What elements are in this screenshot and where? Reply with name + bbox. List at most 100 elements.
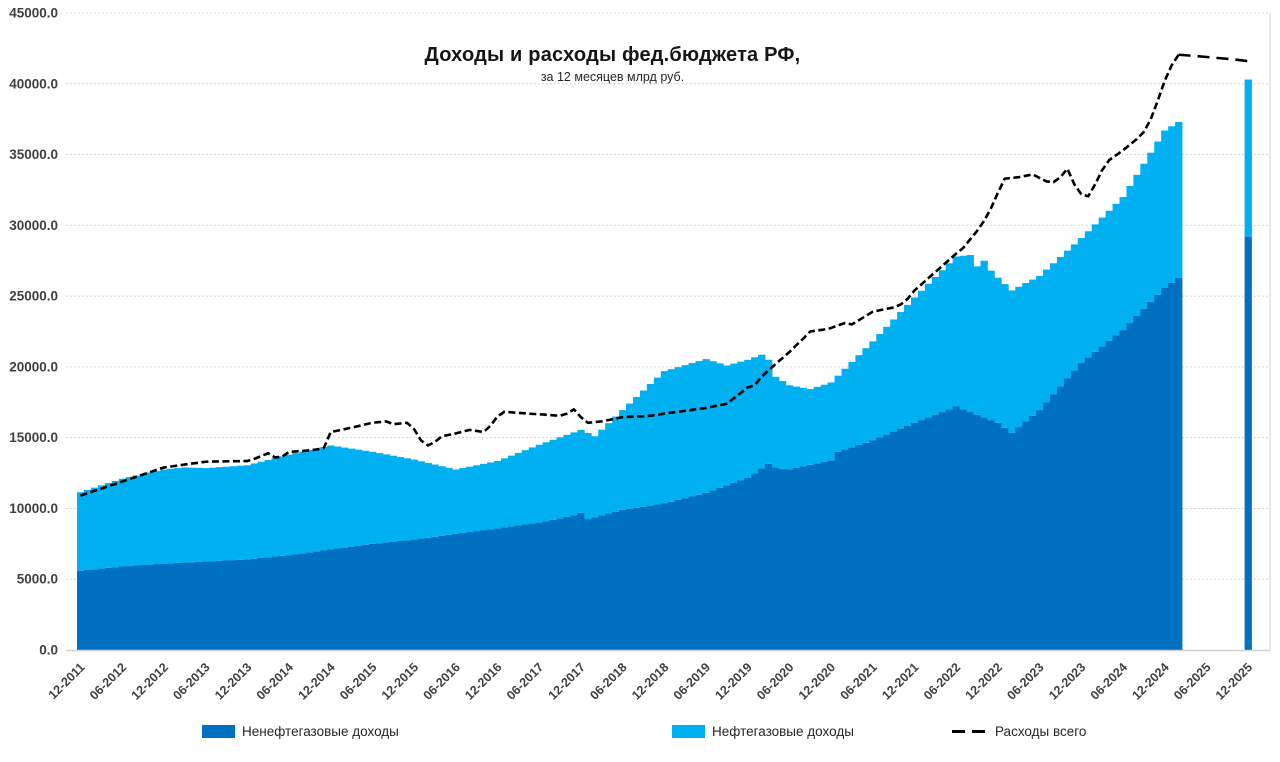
bar-segment-nonoil [667, 501, 676, 650]
bar-segment-oil [125, 477, 133, 567]
bar-segment-oil [216, 467, 224, 561]
bar-segment-oil [1140, 163, 1148, 309]
bar-segment-oil [869, 341, 877, 441]
bar-segment-nonoil [83, 570, 92, 650]
x-tick-label: 06-2016 [421, 660, 463, 702]
bar-segment-oil [299, 451, 307, 554]
bar-segment-nonoil [952, 406, 960, 650]
bar-segment-oil [264, 459, 272, 558]
bar-segment-oil [1077, 238, 1086, 363]
y-tick-label: 30000.0 [9, 218, 58, 233]
y-tick-label: 0.0 [39, 643, 58, 658]
bar-segment-nonoil [1077, 362, 1086, 650]
bar-segment-oil [598, 429, 606, 516]
bar-segment-oil [90, 487, 99, 570]
bar-segment-oil [104, 483, 113, 568]
bar-segment-nonoil [452, 533, 460, 650]
bar-segment-nonoil [348, 546, 356, 650]
bar-segment-nonoil [556, 518, 564, 650]
bar-segment-oil [1175, 122, 1183, 278]
bar-segment-nonoil [487, 529, 495, 650]
bar-segment-nonoil [959, 409, 967, 650]
bar-segment-oil [772, 376, 780, 468]
bar-segment-nonoil [334, 548, 342, 650]
bar-segment-nonoil [320, 550, 328, 650]
bar-segment-oil [876, 334, 884, 438]
bar-segment-nonoil [987, 420, 995, 650]
bar-segment-oil [1015, 286, 1023, 428]
bar-segment-nonoil [118, 566, 126, 650]
bar-segment-oil [709, 361, 717, 491]
x-tick-label: 12-2013 [212, 660, 254, 702]
bar-segment-nonoil [299, 553, 307, 650]
bar-segment-oil [931, 277, 940, 415]
bar-segment-nonoil [97, 568, 106, 650]
bar-segment-nonoil [542, 521, 550, 650]
bar-segment-nonoil [341, 547, 349, 650]
bar-segment-nonoil [633, 507, 641, 650]
bar-segment-oil [653, 377, 662, 505]
bar-segment-nonoil [528, 523, 537, 650]
bar-segment-nonoil [639, 506, 648, 650]
bar-segment-oil [459, 468, 467, 533]
bar-segment-oil [563, 434, 571, 517]
bar-segment-oil [452, 469, 460, 534]
bar-segment-nonoil [250, 558, 259, 650]
bar-segment-nonoil [375, 543, 384, 650]
bar-segment-oil [507, 455, 516, 527]
bar-segment-oil [702, 359, 710, 493]
bar-segment-nonoil [202, 561, 210, 650]
bar-segment-nonoil [306, 552, 314, 650]
bar-segment-nonoil [1112, 335, 1120, 650]
bar-segment-oil [973, 266, 981, 415]
bar-segment-nonoil [473, 531, 481, 650]
x-tick-label: 12-2017 [546, 660, 588, 702]
bar-segment-nonoil [1175, 277, 1183, 650]
bar-segment-oil [827, 382, 835, 461]
x-tick-label: 06-2012 [87, 660, 129, 702]
bar-segment-nonoil [355, 545, 363, 650]
bar-segment-nonoil [1043, 402, 1051, 650]
bar-segment-oil [695, 361, 703, 495]
bar-segment-nonoil [563, 516, 571, 650]
bar-segment-nonoil [778, 468, 787, 650]
bar-segment-nonoil [702, 492, 710, 650]
bar-segment-oil [883, 326, 891, 435]
bar-segment-oil [987, 270, 995, 421]
bar-segment-nonoil [751, 473, 759, 650]
bar-segment-nonoil [813, 463, 821, 650]
bar-segment-oil [83, 489, 92, 571]
bar-segment-nonoil [361, 544, 370, 650]
bar-segment-nonoil [980, 417, 988, 650]
bar-segment-nonoil [521, 524, 530, 650]
bar-segment-oil [118, 478, 126, 567]
bar-segment-nonoil [292, 554, 300, 650]
bar-segment-nonoil [77, 570, 85, 650]
x-tick-label: 12-2016 [462, 660, 504, 702]
bar-segment-nonoil [1015, 427, 1023, 650]
bar-segment-nonoil [507, 526, 516, 650]
x-tick-label: 12-2020 [796, 660, 838, 702]
bar-segment-oil [188, 467, 196, 563]
bar-segment-oil [160, 469, 168, 564]
bar-segment-oil [806, 389, 815, 465]
bar-segment-oil [341, 447, 349, 548]
bar-segment-nonoil [327, 549, 335, 650]
bar-segment-oil [619, 410, 627, 510]
x-tick-label: 06-2023 [1004, 660, 1046, 702]
bar-segment-nonoil [1022, 421, 1030, 650]
x-tick-label: 12-2021 [879, 660, 921, 702]
x-tick-label: 12-2023 [1046, 660, 1088, 702]
bar-segment-nonoil [681, 498, 689, 650]
bar-segment-nonoil [535, 522, 543, 650]
bar-segment-nonoil [1098, 346, 1106, 650]
bar-segment-oil [591, 436, 599, 518]
bar-segment-nonoil [222, 560, 231, 650]
bar-segment-oil [799, 387, 808, 467]
bar-segment-nonoil [389, 541, 398, 650]
x-tick-label: 12-2019 [712, 660, 754, 702]
bar-segment-oil [737, 361, 745, 481]
bar-segment-nonoil [674, 499, 682, 650]
bar-segment-nonoil [945, 409, 954, 650]
bar-segment-oil [730, 363, 738, 483]
